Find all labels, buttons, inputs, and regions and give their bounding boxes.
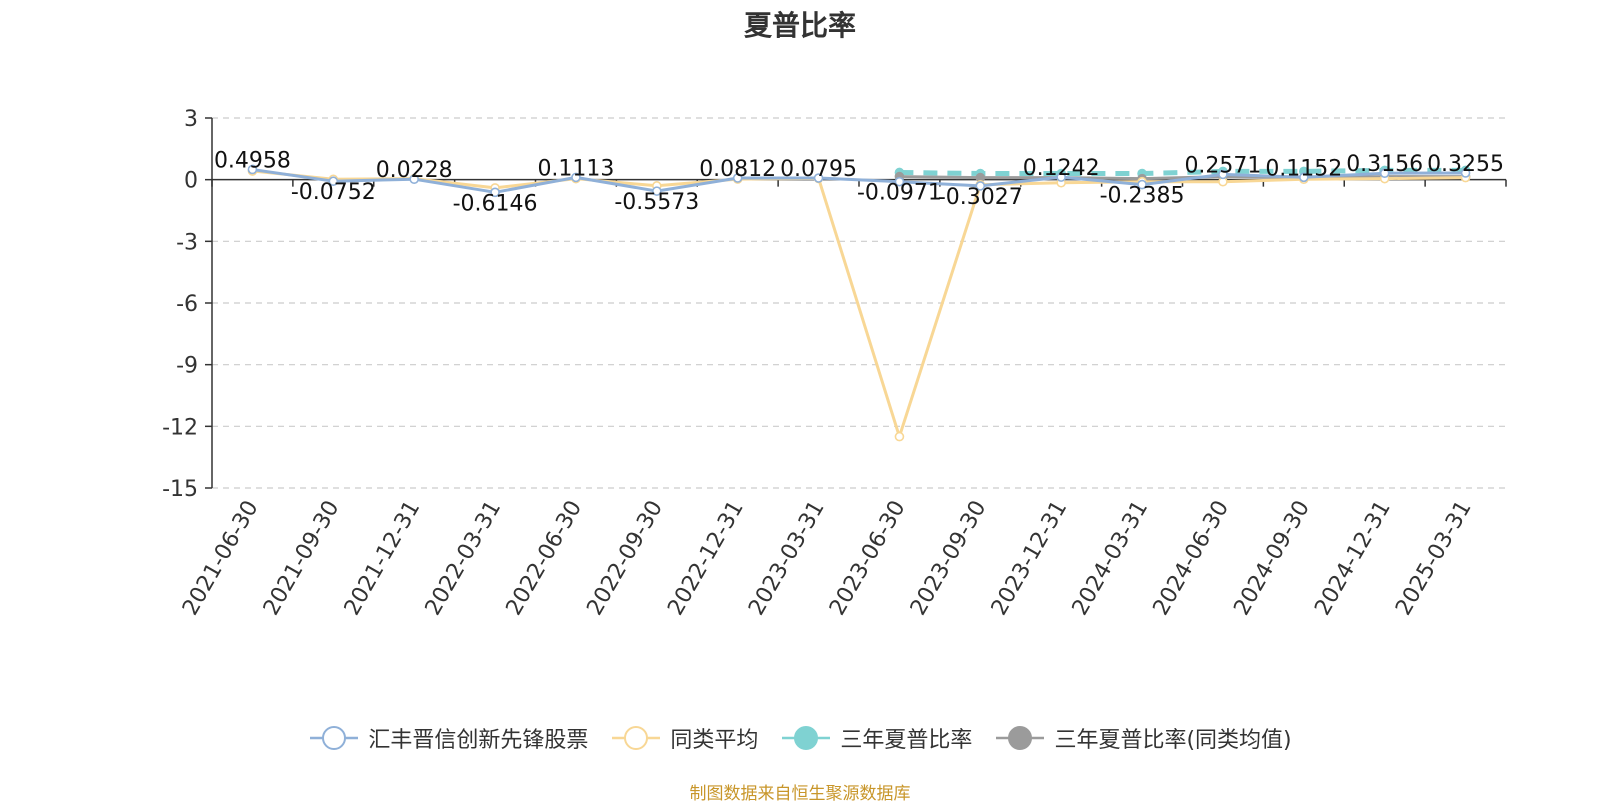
- x-tick-label-4: 2022-06-30: [502, 497, 588, 620]
- y-tick-label-2: -3: [176, 230, 198, 255]
- data-label-6: 0.0812: [699, 157, 776, 182]
- x-tick-label-12: 2024-06-30: [1149, 497, 1235, 620]
- data-label-1: -0.0752: [291, 180, 376, 205]
- point-peer_avg-8: [894, 431, 905, 442]
- data-label-3: -0.6146: [453, 191, 538, 216]
- data-label-11: -0.2385: [1100, 184, 1185, 209]
- y-tick-label-5: -12: [162, 415, 198, 440]
- data-label-7: 0.0795: [780, 157, 857, 182]
- x-tick-label-13: 2024-09-30: [1229, 497, 1315, 620]
- data-label-4: 0.1113: [537, 156, 614, 181]
- series-line-three_year_peer: [899, 175, 1466, 181]
- point-fund-12: [1218, 169, 1228, 180]
- legend-label-three_year_peer: 三年夏普比率(同类均值): [1054, 728, 1292, 753]
- y-tick-label-4: -9: [176, 354, 198, 379]
- data-label-2: 0.0228: [376, 158, 453, 183]
- y-tick-label-1: 0: [184, 169, 198, 194]
- point-fund-10: [1056, 172, 1066, 182]
- point-fund-9: [975, 181, 986, 191]
- x-tick-label-1: 2021-09-30: [259, 497, 345, 620]
- x-tick-label-9: 2023-09-30: [906, 497, 992, 620]
- data-label-12: 0.2571: [1184, 153, 1261, 178]
- x-tick-label-14: 2024-12-31: [1310, 497, 1396, 620]
- legend-item-peer_avg[interactable]: 同类平均: [610, 722, 758, 754]
- x-tick-label-15: 2025-03-31: [1391, 497, 1477, 620]
- legend-item-fund[interactable]: 汇丰晋信创新先锋股票: [308, 722, 588, 754]
- point-fund-7: [813, 173, 824, 183]
- data-label-14: 0.3156: [1346, 152, 1423, 177]
- data-label-8: -0.0971: [857, 181, 942, 206]
- point-fund-15: [1460, 168, 1471, 178]
- point-fund-6: [732, 173, 743, 183]
- x-tick-label-6: 2022-12-31: [663, 497, 749, 620]
- x-tick-label-10: 2023-12-31: [987, 497, 1073, 620]
- x-tick-label-2: 2021-12-31: [340, 497, 426, 620]
- legend-label-three_year: 三年夏普比率: [840, 728, 973, 753]
- data-label-13: 0.1152: [1265, 156, 1342, 181]
- point-fund-5: [652, 186, 662, 196]
- point-fund-13: [1299, 172, 1309, 183]
- legend-label-fund: 汇丰晋信创新先锋股票: [368, 728, 589, 753]
- data-label-layer: 0.4958-0.07520.0228-0.61460.1113-0.55730…: [214, 148, 1504, 216]
- legend-item-three_year_peer[interactable]: 三年夏普比率(同类均值): [994, 722, 1292, 754]
- x-tick-label-3: 2022-03-31: [421, 497, 507, 620]
- legend-swatch-peer_avg: [612, 726, 661, 750]
- x-tick-label-0: 2021-06-30: [178, 497, 264, 620]
- data-label-15: 0.3255: [1427, 152, 1504, 177]
- y-tick-label-3: -6: [176, 292, 198, 317]
- legend-swatch-fund: [310, 726, 359, 750]
- legend-label-peer_avg: 同类平均: [670, 728, 759, 753]
- data-label-9: -0.3027: [938, 185, 1023, 210]
- point-fund-2: [409, 174, 419, 184]
- point-fund-4: [571, 172, 581, 183]
- y-tick-label-0: 3: [184, 107, 198, 132]
- legend: 汇丰晋信创新先锋股票 同类平均 三年夏普比率 三年夏普比率(同类均值): [0, 722, 1600, 754]
- x-tick-label-7: 2023-03-31: [744, 497, 830, 620]
- series-line-peer_avg: [252, 169, 1466, 439]
- x-tick-label-5: 2022-09-30: [582, 497, 668, 620]
- point-fund-3: [490, 187, 500, 198]
- x-tick-label-11: 2024-03-31: [1068, 497, 1154, 620]
- series-line-fund: [252, 168, 1466, 194]
- data-label-5: -0.5573: [614, 190, 699, 215]
- legend-swatch-three_year_peer: [996, 726, 1045, 750]
- data-label-10: 0.1242: [1023, 156, 1100, 181]
- point-fund-0: [247, 164, 258, 175]
- point-fund-8: [894, 176, 905, 187]
- series-layer: [247, 164, 1471, 442]
- y-tick-label-6: -15: [162, 477, 198, 502]
- data-label-0: 0.4958: [214, 148, 291, 173]
- legend-item-three_year[interactable]: 三年夏普比率: [780, 722, 972, 754]
- chart-title: 夏普比率: [743, 9, 856, 42]
- source-note: 制图数据来自恒生聚源数据库: [689, 784, 911, 804]
- legend-swatch-three_year: [782, 726, 831, 750]
- point-fund-14: [1379, 168, 1390, 178]
- grid-layer: [212, 117, 1506, 489]
- x-tick-label-8: 2023-06-30: [825, 497, 911, 620]
- point-fund-1: [328, 176, 339, 187]
- point-fund-11: [1137, 179, 1147, 190]
